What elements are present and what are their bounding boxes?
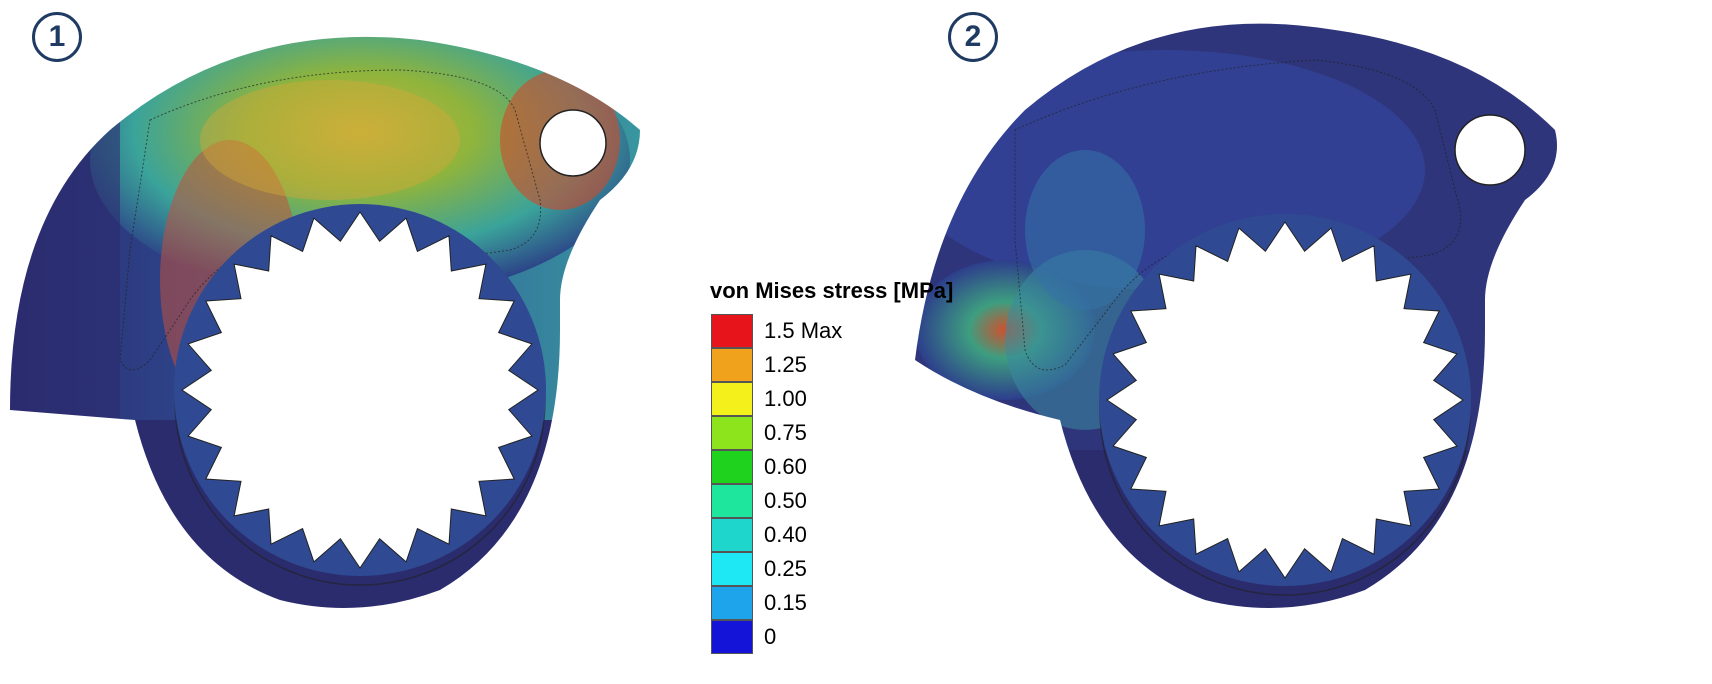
legend-label: 0.40 bbox=[764, 522, 807, 547]
legend-label: 0.50 bbox=[764, 488, 807, 513]
legend-swatch bbox=[711, 484, 753, 518]
legend-swatch bbox=[711, 450, 753, 484]
legend-label: 0.60 bbox=[764, 454, 807, 479]
part-2-gear-hole bbox=[1099, 214, 1471, 586]
legend-swatch bbox=[711, 586, 753, 620]
legend-title: von Mises stress [MPa] bbox=[710, 278, 954, 303]
part-2-mount-hole bbox=[1454, 114, 1526, 186]
legend-label: 1.00 bbox=[764, 386, 807, 411]
legend-label: 1.5 Max bbox=[764, 318, 843, 343]
legend-label: 0 bbox=[764, 624, 777, 649]
legend-swatch bbox=[711, 382, 753, 416]
gear-teeth bbox=[181, 211, 539, 569]
legend-swatch bbox=[711, 416, 753, 450]
legend-label: 1.25 bbox=[764, 352, 807, 377]
legend-swatch bbox=[711, 348, 753, 382]
part-1-mount-hole bbox=[539, 109, 607, 177]
part-1-inner-outline bbox=[119, 69, 542, 371]
legend-label: 0.75 bbox=[764, 420, 807, 445]
legend-swatch bbox=[711, 552, 753, 586]
gear-teeth bbox=[1106, 221, 1464, 579]
part-2-stress-plot bbox=[915, 0, 1712, 684]
legend-label: 0.15 bbox=[764, 590, 807, 615]
part-1-stress-plot bbox=[0, 0, 700, 684]
part-2-inner-outline bbox=[1014, 59, 1462, 371]
legend-label: 0.25 bbox=[764, 556, 807, 581]
legend-swatch bbox=[711, 518, 753, 552]
legend-swatch bbox=[711, 620, 753, 654]
part-1-gear-hole bbox=[174, 204, 546, 576]
legend-swatch bbox=[711, 314, 753, 348]
legend-color-bar bbox=[711, 314, 753, 654]
